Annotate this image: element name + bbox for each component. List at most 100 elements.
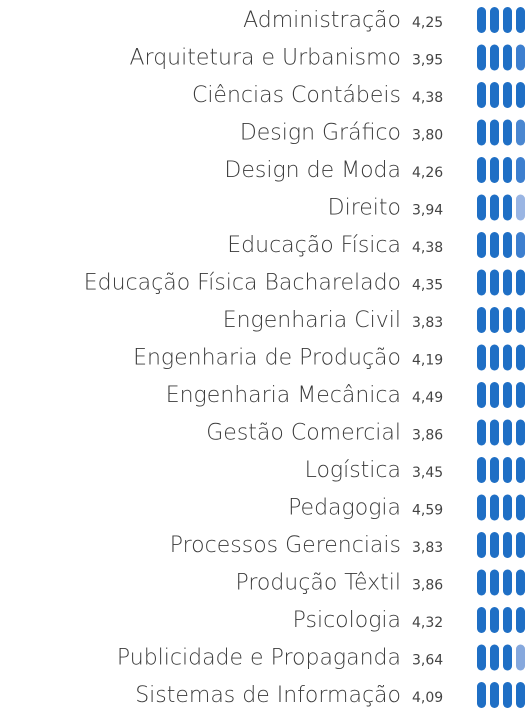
course-score: 3,86 [412, 578, 443, 594]
course-name: Processos Gerenciais [170, 533, 401, 558]
rating-pill [516, 232, 525, 258]
rating-pill [490, 382, 499, 408]
course-name: Educação Física Bacharelado [84, 271, 401, 296]
rating-pill [490, 307, 499, 333]
rating-pill [503, 269, 512, 296]
rating-pill [477, 269, 486, 296]
rating-pill [503, 607, 512, 633]
rating-pill [477, 82, 486, 108]
rating-pill [490, 194, 499, 221]
rating-pill [477, 194, 486, 221]
course-name: Engenharia Mecânica [166, 383, 401, 408]
rating-pill [503, 494, 512, 521]
rating-pill [477, 344, 486, 371]
course-score: 4,09 [412, 690, 443, 706]
rating-pill [516, 82, 525, 108]
rating-pill [516, 494, 525, 521]
rating-pill [477, 644, 486, 671]
course-name: Educação Física [227, 233, 401, 258]
course-score: 3,64 [412, 653, 443, 669]
course-name: Administração [243, 8, 401, 33]
rating-pill [477, 457, 486, 483]
rating-pill [490, 682, 499, 708]
course-score: 4,38 [412, 90, 443, 106]
course-score: 3,80 [412, 128, 443, 144]
rating-pill [503, 82, 512, 108]
course-name: Logística [305, 458, 401, 483]
rating-pill [477, 682, 486, 708]
rating-pill [477, 419, 486, 446]
rating-pill [516, 457, 525, 483]
course-name: Publicidade e Propaganda [117, 646, 401, 671]
rating-pill [516, 344, 525, 371]
course-score: 3,83 [412, 315, 443, 331]
rating-pill [477, 569, 486, 596]
course-name: Gestão Comercial [206, 421, 401, 446]
rating-pill [503, 569, 512, 596]
course-name: Produção Têxtil [235, 571, 401, 596]
rating-pill [516, 269, 525, 296]
rating-pill [477, 532, 486, 558]
course-score: 4,26 [412, 165, 443, 181]
course-score: 3,94 [412, 203, 443, 219]
course-name: Direito [328, 196, 401, 221]
rating-pill [490, 7, 499, 33]
rating-pill [516, 44, 525, 71]
course-score: 4,35 [412, 278, 443, 294]
rating-pill [503, 44, 512, 71]
course-name: Arquitetura e Urbanismo [129, 46, 401, 71]
rating-pill [477, 7, 486, 33]
rating-pill [490, 532, 499, 558]
course-name: Sistemas de Informação [135, 683, 401, 708]
course-name: Pedagogia [288, 496, 401, 521]
rating-pill [503, 7, 512, 33]
rating-pill [477, 44, 486, 71]
course-name: Psicologia [293, 608, 401, 633]
rating-pill [477, 307, 486, 333]
rating-pill [503, 682, 512, 708]
course-score: 4,25 [412, 15, 443, 31]
rating-pill [516, 7, 525, 33]
rating-pill [516, 607, 525, 633]
rating-pill [490, 457, 499, 483]
rating-pill [503, 419, 512, 446]
rating-pill [503, 119, 512, 146]
rating-pill [490, 569, 499, 596]
course-name: Design de Moda [224, 158, 401, 183]
rating-pill [516, 194, 525, 221]
rating-pill [503, 382, 512, 408]
course-score: 4,59 [412, 503, 443, 519]
rating-pill [503, 344, 512, 371]
rating-pill [516, 569, 525, 596]
rating-pill [490, 157, 499, 183]
rating-pill [516, 382, 525, 408]
rating-pill [477, 494, 486, 521]
course-name: Design Gráfico [240, 121, 401, 146]
rating-pill [477, 119, 486, 146]
rating-pill [503, 232, 512, 258]
rating-pill [503, 644, 512, 671]
rating-pill [477, 382, 486, 408]
rating-pill [477, 232, 486, 258]
rating-pill [490, 44, 499, 71]
course-score: 4,32 [412, 615, 443, 631]
rating-pill [490, 644, 499, 671]
rating-pill [516, 119, 525, 146]
rating-pill [503, 457, 512, 483]
rating-pill [503, 194, 512, 221]
rating-pill [490, 344, 499, 371]
course-score: 4,19 [412, 353, 443, 369]
rating-pill [490, 232, 499, 258]
course-score: 3,45 [412, 465, 443, 481]
rating-pill [490, 494, 499, 521]
rating-pill [516, 157, 525, 183]
rating-pill [516, 644, 525, 671]
course-score: 3,83 [412, 540, 443, 556]
rating-pill [516, 419, 525, 446]
rating-pill [516, 682, 525, 708]
rating-pill [490, 269, 499, 296]
course-name: Engenharia de Produção [133, 346, 401, 371]
rating-pill [490, 419, 499, 446]
